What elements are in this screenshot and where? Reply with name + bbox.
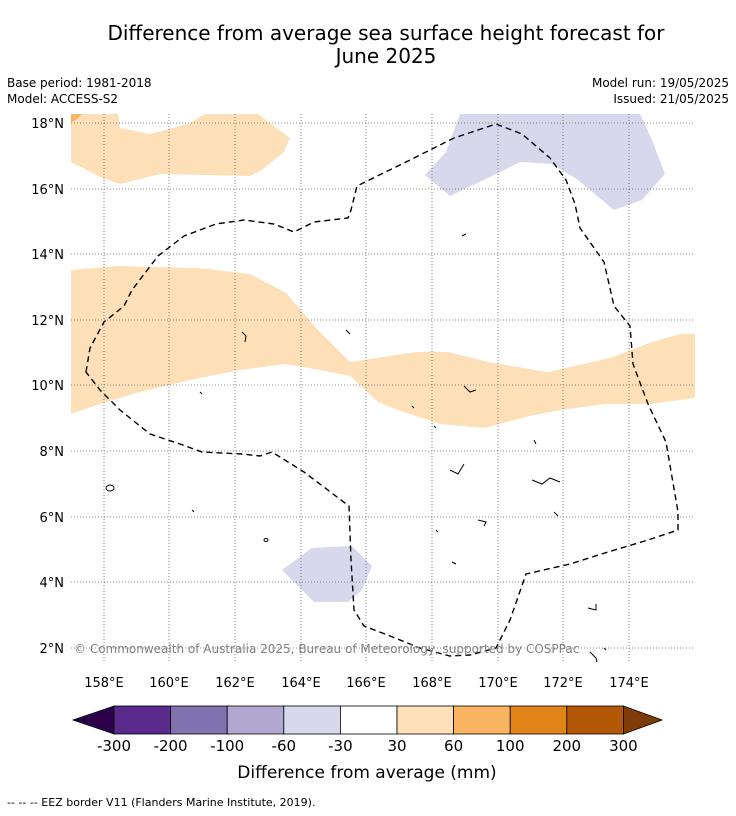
colorbar-tick-label: -200	[154, 737, 188, 755]
colorbar-swatch	[226, 705, 285, 735]
lon-label: 168°E	[412, 676, 452, 691]
island	[435, 529, 439, 533]
island	[533, 439, 537, 445]
colorbar-swatch	[509, 705, 568, 735]
lon-label: 170°E	[478, 676, 518, 691]
colorbar-tick-label: 30	[387, 737, 406, 755]
anomaly-positive-small	[71, 114, 82, 122]
colorbar-extend-high	[623, 705, 664, 735]
colorbar-swatch	[170, 705, 228, 735]
island	[461, 233, 467, 237]
island	[477, 519, 487, 527]
colorbar-swatch	[339, 705, 398, 735]
lon-label: 158°E	[84, 676, 124, 691]
base-period: Base period: 1981-2018	[7, 76, 152, 90]
lat-label: 16°N	[31, 183, 64, 198]
island	[449, 463, 465, 475]
island	[587, 604, 597, 611]
lon-label: 160°E	[149, 676, 189, 691]
lat-label: 8°N	[40, 445, 65, 460]
island	[411, 405, 415, 409]
island	[463, 385, 477, 393]
lon-label: 172°E	[543, 676, 583, 691]
lon-label: 162°E	[215, 676, 255, 691]
map-area	[71, 114, 695, 662]
colorbar-tick-label: -60	[272, 737, 297, 755]
lat-label: 2°N	[40, 642, 65, 657]
colorbar-swatch	[566, 705, 624, 735]
colorbar-tick-label: -300	[97, 737, 131, 755]
lat-label: 10°N	[31, 379, 64, 394]
colorbar-tick-label: -100	[210, 737, 244, 755]
islands	[105, 233, 607, 662]
map-gridlines	[71, 114, 695, 662]
lon-label: 166°E	[346, 676, 386, 691]
title-line-1: Difference from average sea surface heig…	[107, 21, 665, 45]
island	[433, 425, 437, 429]
colorbar-tick-label: -30	[328, 737, 353, 755]
model-run: Model run: 19/05/2025	[591, 76, 729, 90]
colorbar-swatch	[453, 705, 511, 735]
colorbar-tick-label: 300	[609, 737, 638, 755]
colorbar-swatch	[113, 705, 171, 735]
lat-label: 4°N	[40, 576, 65, 591]
anomaly-negative-northeast	[425, 114, 665, 210]
lon-label: 164°E	[281, 676, 321, 691]
longitude-labels: 158°E 160°E 162°E 164°E 166°E 168°E 170°E 172°E…	[84, 676, 649, 691]
eez-legend: -- -- -- EEZ border V11 (Flanders Marine…	[7, 796, 316, 809]
lon-label: 174°E	[609, 676, 649, 691]
island	[263, 538, 269, 542]
colorbar-extend-low	[71, 705, 115, 735]
anomaly-negative-south	[282, 546, 372, 602]
model-name: Model: ACCESS-S2	[7, 92, 119, 106]
anomaly-positive-north	[71, 114, 290, 184]
island	[199, 391, 203, 395]
meta-left: Base period: 1981-2018 Model: ACCESS-S2	[7, 75, 152, 107]
colorbar-tick-label: 60	[444, 737, 463, 755]
island	[191, 509, 195, 513]
lat-label: 6°N	[40, 511, 65, 526]
lat-label: 14°N	[31, 248, 64, 263]
island	[105, 484, 115, 492]
island	[603, 647, 607, 651]
issued-date: Issued: 21/05/2025	[613, 92, 729, 106]
island	[451, 561, 457, 565]
island	[241, 331, 247, 343]
title-line-2: June 2025	[335, 44, 437, 68]
colorbar-swatch	[396, 705, 454, 735]
colorbar: -300 -200 -100 -60 -30 30 60 100 200 300	[71, 705, 664, 755]
copyright-text: © Commonwealth of Australia 2025, Bureau…	[74, 642, 579, 656]
island	[345, 329, 351, 335]
latitude-labels: 18°N 16°N 14°N 12°N 10°N 8°N 6°N 4°N 2°N	[31, 117, 64, 657]
lat-label: 12°N	[31, 314, 64, 329]
colorbar-swatch	[283, 705, 341, 735]
colorbar-label: Difference from average (mm)	[237, 763, 496, 783]
anomaly-positive-central	[71, 266, 695, 428]
island	[531, 477, 561, 485]
island	[553, 511, 559, 517]
meta-right: Model run: 19/05/2025 Issued: 21/05/2025	[592, 75, 729, 107]
colorbar-tick-label: 100	[496, 737, 525, 755]
colorbar-tick-label: 200	[552, 737, 581, 755]
eez-border	[85, 123, 679, 657]
lat-label: 18°N	[31, 117, 64, 132]
map-title: Difference from average sea surface heig…	[0, 22, 736, 68]
island	[589, 651, 598, 662]
